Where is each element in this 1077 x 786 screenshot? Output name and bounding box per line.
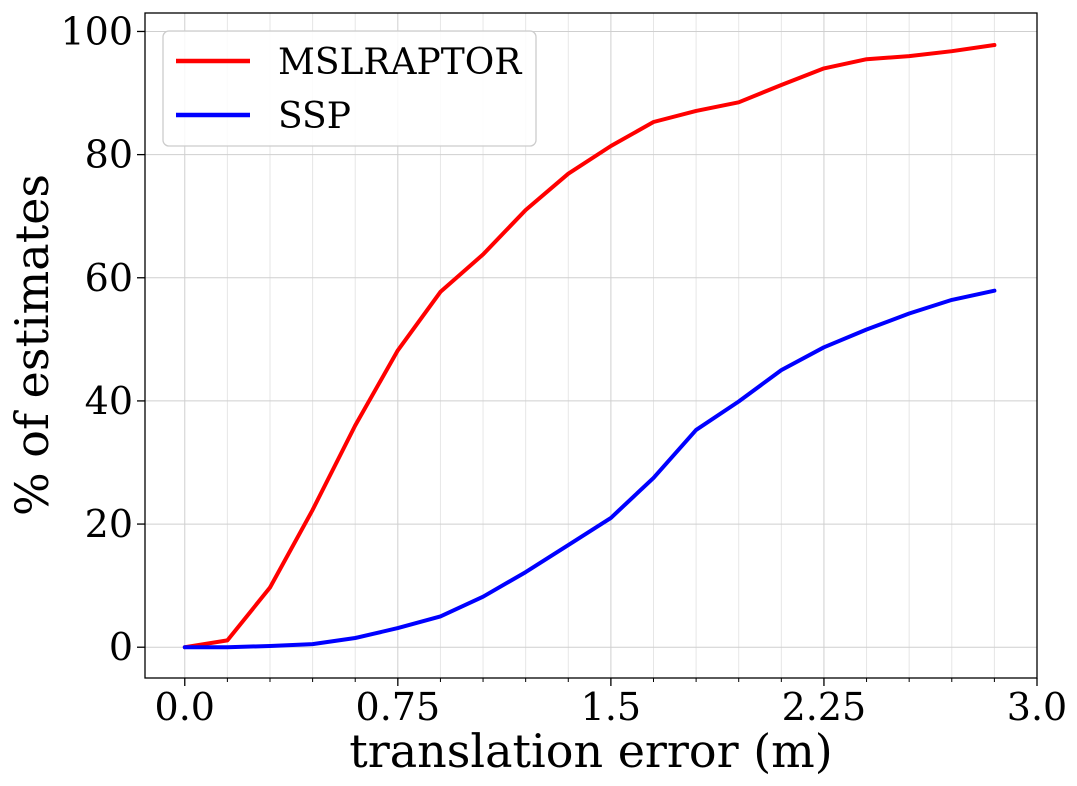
y-tick-label: 40	[85, 379, 133, 423]
y-tick-label: 20	[85, 502, 133, 546]
series-lines	[182, 43, 997, 650]
series-line-ssp	[182, 288, 997, 650]
legend-label-mslraptor: MSLRAPTOR	[278, 42, 522, 83]
x-tick-label: 0.0	[155, 685, 215, 729]
x-axis-label: translation error (m)	[349, 724, 832, 778]
legend: MSLRAPTOR SSP	[162, 30, 537, 147]
x-tick-label: 0.75	[356, 685, 441, 729]
x-tick-label: 2.25	[782, 685, 867, 729]
axis-ticks: 0.0 0.75 1.5 2.25 3.0 0 20 40 60 80 100	[60, 9, 1067, 729]
y-tick-label: 100	[60, 9, 133, 53]
x-tick-label: 1.5	[581, 685, 641, 729]
legend-label-ssp: SSP	[278, 96, 351, 137]
series-line-mslraptor	[182, 43, 997, 650]
y-tick-label: 60	[85, 256, 133, 300]
y-axis-label: % of estimates	[5, 174, 59, 516]
plot-frame	[144, 12, 1038, 679]
y-tick-label: 0	[109, 625, 133, 669]
legend-box	[162, 30, 537, 147]
x-tick-label: 3.0	[1007, 685, 1067, 729]
y-tick-label: 80	[85, 133, 133, 177]
